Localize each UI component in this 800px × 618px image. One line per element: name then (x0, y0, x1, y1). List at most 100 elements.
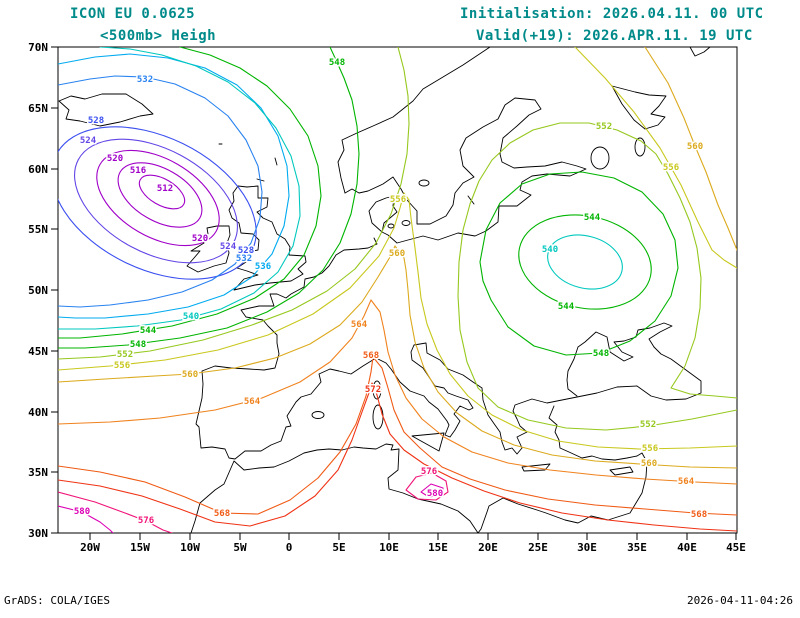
contour-label-568: 568 (214, 509, 230, 519)
contour-label-552: 552 (117, 350, 133, 360)
contour-552-west (58, 47, 410, 360)
contour-label-540: 540 (542, 245, 558, 255)
contour-536 (58, 53, 290, 319)
contour-label-572: 572 (365, 385, 381, 395)
lat-tick-label: 45N (28, 345, 48, 358)
lon-tick-label: 0 (286, 541, 293, 554)
contour-544-east (518, 214, 652, 310)
contour-524 (74, 138, 238, 264)
contour-label-544: 544 (584, 213, 601, 223)
contour-540 (58, 47, 301, 330)
contour-label-520: 520 (192, 234, 208, 244)
contour-label-568: 568 (691, 510, 707, 520)
contour-label-576: 576 (421, 467, 437, 477)
island-corsica (372, 380, 382, 400)
contour-528 (58, 126, 257, 280)
island-sardinia (372, 404, 384, 430)
contour-516 (117, 162, 203, 228)
lat-tick-label: 55N (28, 223, 48, 236)
contour-label-540: 540 (183, 312, 199, 322)
contour-572 (58, 382, 737, 532)
contour-label-548: 548 (593, 349, 609, 359)
longitude-axis: 20W 15W 10W 5W 0 5E 10E 15E 20E 25E 30E 35E 40E 45E (80, 533, 746, 554)
creation-timestamp: 2026-04-11-04:26 (687, 594, 793, 607)
contour-548 (58, 47, 360, 349)
contour-label-528: 528 (88, 116, 104, 126)
coastline-baltic (344, 97, 587, 244)
coastline-britain (228, 185, 307, 291)
valid-time: Valid(+19): 2026.APR.11. 19 UTC (476, 28, 753, 44)
lon-tick-label: 40E (677, 541, 697, 554)
coastline-azov-crimea (566, 322, 673, 397)
contour-label-580: 580 (74, 507, 90, 517)
island-funen (387, 223, 395, 229)
contour-label-532: 532 (236, 254, 252, 264)
contour-label-556: 556 (642, 444, 658, 454)
lat-tick-label: 30N (28, 527, 48, 540)
coastline-west-europe (195, 237, 578, 460)
lat-tick-label: 70N (28, 41, 48, 54)
contour-label-564: 564 (351, 320, 368, 330)
lon-tick-label: 30E (577, 541, 597, 554)
contour-label-564: 564 (678, 477, 695, 487)
footer: GrADS: COLA/IGES 2026-04-11-04:26 (4, 594, 793, 607)
contour-label-520: 520 (107, 154, 123, 164)
lon-tick-label: 10W (180, 541, 200, 554)
contour-520 (96, 149, 220, 247)
lake-ladoga (590, 146, 610, 170)
model-title: ICON EU 0.0625 (70, 6, 195, 22)
coastlines (58, 47, 711, 533)
contour-552-east (457, 122, 737, 431)
contour-label-544: 544 (558, 302, 575, 312)
contour-580-tunisia (420, 483, 444, 498)
contour-label-560: 560 (641, 459, 657, 469)
contour-576 (58, 491, 173, 533)
contour-label-564: 564 (244, 397, 261, 407)
contour-label-556: 556 (390, 195, 406, 205)
contour-label-516: 516 (130, 166, 146, 176)
contour-label-580: 580 (427, 489, 443, 499)
contour-label-568: 568 (363, 351, 379, 361)
contour-580 (58, 505, 114, 533)
contour-544 (58, 47, 322, 339)
lon-tick-label: 5W (233, 541, 247, 554)
contour-label-552: 552 (596, 122, 612, 132)
grads-stamp: GrADS: COLA/IGES (4, 594, 110, 607)
contour-label-548: 548 (130, 340, 146, 350)
lon-tick-label: 15E (428, 541, 448, 554)
latitude-axis: 70N 65N 60N 55N 50N 45N 40N 35N 30N (28, 41, 58, 540)
contour-label-544: 544 (140, 326, 157, 336)
lake-vanern (418, 179, 430, 187)
header: ICON EU 0.0625 <500mb> Heigh Initialisat… (70, 6, 764, 44)
contour-548-east (479, 171, 679, 356)
contour-label-532: 532 (137, 75, 153, 85)
contour-labels: 5125165205205245245285285325325365405405… (72, 57, 708, 528)
lon-tick-label: 20E (478, 541, 498, 554)
init-time: Initialisation: 2026.04.11. 00 UTC (460, 6, 764, 22)
contour-label-528: 528 (238, 246, 254, 256)
contour-label-560: 560 (182, 370, 198, 380)
contour-label-524: 524 (80, 136, 97, 146)
contour-label-576: 576 (138, 516, 154, 526)
coastline-norway (337, 47, 491, 194)
contour-564 (58, 299, 737, 485)
coastline-iceland (58, 93, 154, 127)
lat-tick-label: 40N (28, 406, 48, 419)
lon-tick-label: 20W (80, 541, 100, 554)
contour-label-556: 556 (114, 361, 130, 371)
coastline-turkey-levant (477, 405, 648, 533)
contour-label-536: 536 (255, 262, 271, 272)
coastline-white-sea (611, 47, 711, 130)
contour-label-556: 556 (663, 163, 679, 173)
contour-556 (58, 192, 737, 450)
coastline-black-sea-south (576, 346, 702, 401)
contour-label-512: 512 (157, 184, 173, 194)
contour-label-548: 548 (329, 58, 345, 68)
contour-560-ne (644, 47, 737, 251)
contour-540-east (547, 234, 623, 290)
lon-tick-label: 5E (332, 541, 345, 554)
contour-label-524: 524 (220, 242, 237, 252)
coastline-nw-africa (190, 443, 479, 533)
island-mallorca (311, 411, 325, 419)
lat-tick-label: 50N (28, 284, 48, 297)
